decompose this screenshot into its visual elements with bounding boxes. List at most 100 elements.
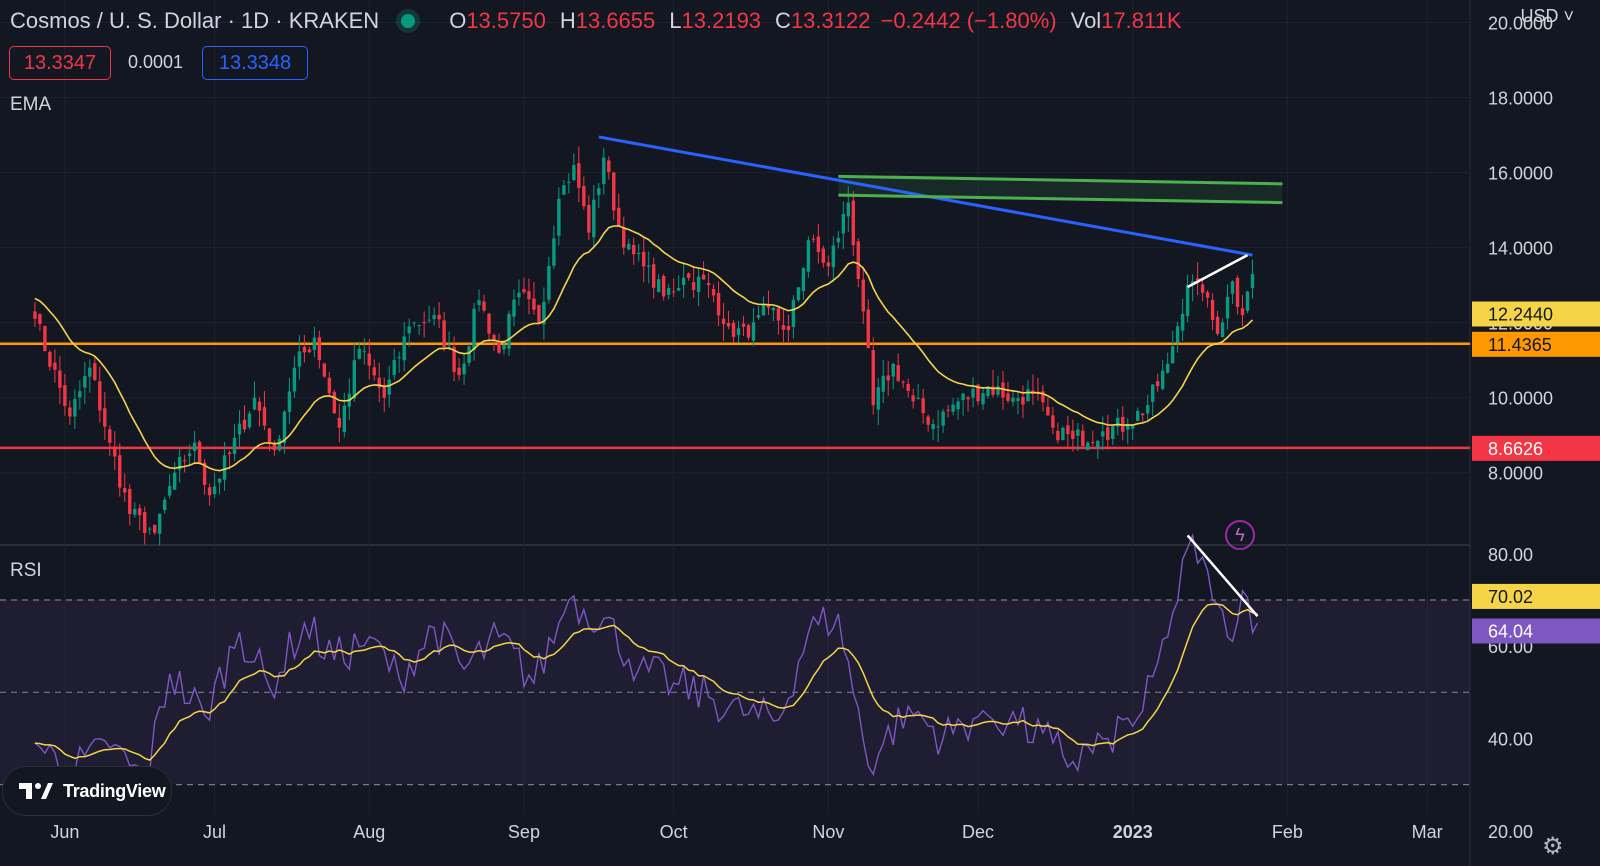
candle-body [557,198,561,236]
candle-body [532,298,536,310]
close-label: C [775,8,791,33]
candle-body [118,455,122,488]
candle-body [98,381,102,411]
candle-body [1101,431,1105,437]
candle-body [607,160,611,172]
rsi-tick-label: 40.00 [1488,729,1533,749]
candle-body [392,360,396,376]
candle-body [467,346,471,363]
candle-body [103,408,107,427]
candle-body [462,363,466,375]
candle-body [48,351,52,367]
candle-body [647,265,651,267]
candle-body [617,207,621,226]
candle-body [1136,410,1140,421]
open-label: O [449,8,467,33]
spread-value: 0.0001 [128,51,184,72]
candle-body [502,345,506,350]
candle-body [991,386,995,395]
candle-body [1225,296,1230,319]
candle-body [1240,308,1245,316]
candle-body [552,238,556,266]
candle-body [776,308,781,321]
candle-body [921,398,925,414]
candle-body [1111,426,1115,439]
y-tick-label: 18.0000 [1488,89,1553,109]
candle-body [676,288,681,291]
candle-body [207,487,212,496]
logo-text: TradingView [63,780,166,801]
candle-body [148,528,152,530]
rsi-tick-label: 20.00 [1488,822,1533,842]
candle-body [197,441,202,464]
high-label: H [559,8,576,33]
candle-body [851,200,855,246]
candle-body [1146,405,1150,414]
price-axis[interactable]: Jun Jul Aug Sep Oct Nov Dec 2023 Feb Mar 8.0000 10.… [50,14,1600,842]
candle-body [691,282,696,290]
candle-body [1106,427,1110,441]
candle-body [881,375,885,392]
x-tick-label: Oct [660,822,688,842]
candle-body [796,287,801,301]
candlestick-series [33,146,1255,546]
candle-body [726,323,731,327]
candle-body [1245,291,1250,311]
candle-body [811,238,816,240]
candle-body [1215,316,1220,334]
candle-body [916,397,920,399]
candle-body [612,172,616,211]
candle-body [756,315,761,318]
candle-body [177,456,182,470]
currency-selector[interactable]: USD ˅ [1520,6,1574,26]
candle-body [781,325,786,330]
tradingview-logo[interactable]: TradingView [2,766,172,816]
x-tick-label: 2023 [1113,822,1153,842]
candle-body [731,322,736,337]
gear-icon[interactable]: ⚙ [1542,833,1564,860]
candle-body [68,407,72,417]
candle-body [592,199,596,238]
candle-body [1116,417,1120,427]
x-tick-label: Feb [1272,822,1303,842]
x-tick-label: Sep [508,822,540,842]
candle-body [701,274,706,280]
symbol-title[interactable]: Cosmos / U. S. Dollar · 1D · KRAKEN [10,8,380,33]
rsi-ma-line [34,603,1258,761]
candle-body [1230,281,1235,294]
candle-body [157,513,162,534]
ema-indicator-label[interactable]: EMA [10,94,52,115]
candle-body [602,157,606,184]
buy-button[interactable]: 13.3348 [202,46,308,80]
candle-body [696,276,701,292]
lightning-icon[interactable]: ϟ [1225,520,1255,550]
x-tick-label: Jun [50,822,79,842]
rsi-indicator-label[interactable]: RSI [10,560,42,581]
candle-body [806,240,811,272]
candle-body [58,370,62,388]
candle-body [971,388,975,398]
candle-body [1041,391,1045,403]
candle-body [287,391,292,413]
candle-body [876,387,880,410]
candle-body [656,279,661,293]
price-label-bg [1472,301,1600,327]
rsi-line [34,532,1259,786]
sell-button[interactable]: 13.3347 [9,46,111,80]
symbol-header: Cosmos / U. S. Dollar · 1D · KRAKEN O 13.… [10,8,1192,34]
candle-body [1150,384,1155,402]
candle-body [861,279,865,312]
candle-body [627,243,631,250]
price-label-bg [1472,435,1600,461]
rsi-value-label: 70.02 [1488,587,1533,607]
candle-body [1165,363,1170,373]
candle-body [447,344,451,346]
candle-body [1200,284,1205,293]
grid-lines [0,0,1471,866]
candle-body [172,472,177,490]
high-value: 13.6655 [575,8,656,33]
candle-body [327,377,332,394]
candle-body [128,488,132,514]
candle-body [886,375,890,381]
